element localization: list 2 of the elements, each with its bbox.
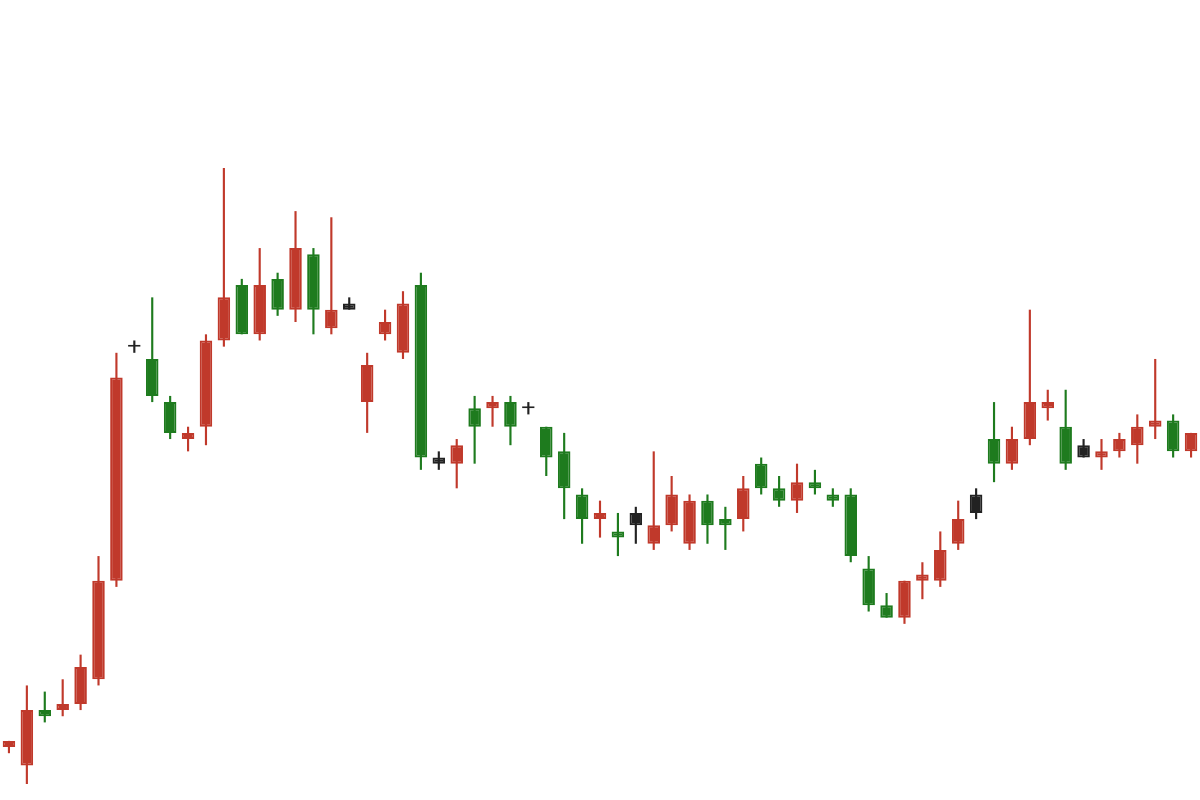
candlestick (1095, 439, 1108, 470)
candlestick (486, 395, 499, 427)
